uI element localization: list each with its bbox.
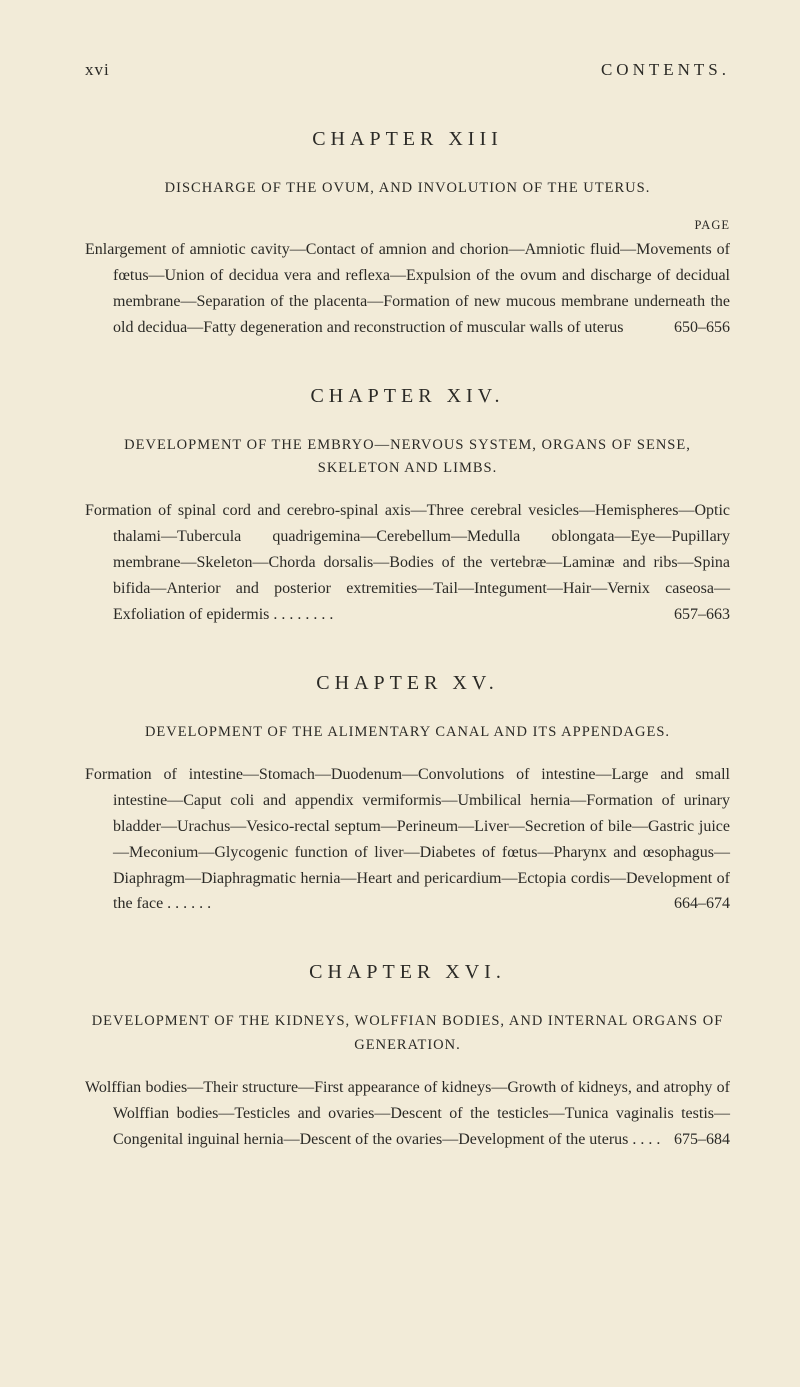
chapter-subtitle: DISCHARGE OF THE OVUM, AND INVOLUTION OF… bbox=[85, 177, 730, 200]
chapter-block: CHAPTER XV. DEVELOPMENT OF THE ALIMENTAR… bbox=[85, 672, 730, 918]
entry-text: Formation of spinal cord and cerebro-spi… bbox=[85, 502, 730, 623]
page-range: 675–684 bbox=[702, 1127, 730, 1153]
chapter-entry: Formation of spinal cord and cerebro-spi… bbox=[85, 498, 730, 628]
entry-text: Enlargement of amniotic cavity—Contact o… bbox=[85, 241, 730, 336]
chapter-entry: Wolffian bodies—Their structure—First ap… bbox=[85, 1075, 730, 1153]
running-header: xvi CONTENTS. bbox=[85, 60, 730, 80]
entry-text: Wolffian bodies—Their structure—First ap… bbox=[85, 1079, 730, 1148]
entry-text: Formation of intestine—Stomach—Duodenum—… bbox=[85, 766, 730, 913]
chapter-block: CHAPTER XVI. DEVELOPMENT OF THE KIDNEYS,… bbox=[85, 961, 730, 1152]
chapter-block: CHAPTER XIV. DEVELOPMENT OF THE EMBRYO—N… bbox=[85, 385, 730, 628]
chapter-subtitle: DEVELOPMENT OF THE KIDNEYS, WOLFFIAN BOD… bbox=[85, 1010, 730, 1056]
chapter-subtitle: DEVELOPMENT OF THE ALIMENTARY CANAL AND … bbox=[85, 721, 730, 744]
chapter-block: CHAPTER XIII DISCHARGE OF THE OVUM, AND … bbox=[85, 128, 730, 341]
chapter-subtitle: DEVELOPMENT OF THE EMBRYO—NERVOUS SYSTEM… bbox=[85, 434, 730, 480]
page-range: 650–656 bbox=[702, 315, 730, 341]
chapter-title: CHAPTER XVI. bbox=[85, 961, 730, 984]
contents-heading: CONTENTS. bbox=[601, 60, 730, 80]
chapter-entry: Enlargement of amniotic cavity—Contact o… bbox=[85, 237, 730, 341]
chapter-title: CHAPTER XV. bbox=[85, 672, 730, 695]
page-range: 664–674 bbox=[702, 891, 730, 917]
chapter-title: CHAPTER XIII bbox=[85, 128, 730, 151]
page-number: xvi bbox=[85, 60, 110, 80]
page-range: 657–663 bbox=[702, 602, 730, 628]
page-column-label: PAGE bbox=[85, 218, 730, 233]
chapter-entry: Formation of intestine—Stomach—Duodenum—… bbox=[85, 762, 730, 917]
chapter-title: CHAPTER XIV. bbox=[85, 385, 730, 408]
